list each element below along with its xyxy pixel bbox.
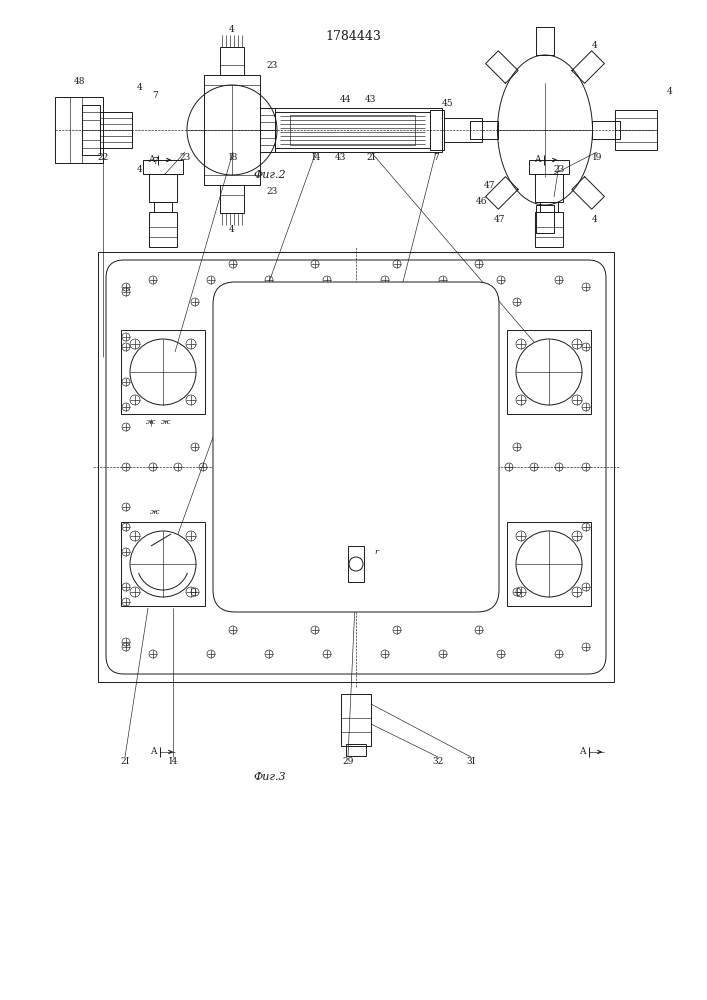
Text: 4: 4 xyxy=(229,226,235,234)
Bar xyxy=(275,112,430,148)
Text: 45: 45 xyxy=(442,99,454,107)
Text: 7: 7 xyxy=(152,157,158,166)
Bar xyxy=(100,112,132,148)
Text: r: r xyxy=(374,548,378,556)
Bar xyxy=(149,212,177,247)
Bar xyxy=(535,212,563,247)
Bar xyxy=(220,47,244,75)
Text: 1784443: 1784443 xyxy=(325,30,381,43)
Text: 22: 22 xyxy=(98,152,109,161)
Text: 23: 23 xyxy=(554,165,565,174)
Bar xyxy=(348,546,364,582)
Text: 47: 47 xyxy=(484,180,496,190)
Bar xyxy=(529,160,569,174)
Text: A: A xyxy=(534,155,540,164)
Bar xyxy=(204,75,260,185)
Text: 4: 4 xyxy=(667,88,673,97)
Text: A: A xyxy=(150,748,156,756)
Text: 4: 4 xyxy=(592,40,598,49)
Text: 23: 23 xyxy=(267,60,278,70)
Text: 23: 23 xyxy=(267,188,278,196)
Bar xyxy=(507,330,591,414)
Text: I4: I4 xyxy=(311,152,321,161)
Text: 48: 48 xyxy=(74,78,86,87)
Bar xyxy=(121,330,205,414)
Bar xyxy=(220,185,244,213)
Bar xyxy=(540,202,558,212)
Bar xyxy=(507,522,591,606)
Text: 7: 7 xyxy=(152,92,158,101)
Bar xyxy=(149,174,177,202)
Text: 43: 43 xyxy=(334,153,346,162)
Bar xyxy=(121,522,205,606)
Bar xyxy=(55,97,103,163)
Text: A: A xyxy=(148,155,154,164)
Text: 44: 44 xyxy=(339,96,351,104)
Text: 23: 23 xyxy=(180,152,191,161)
Text: 2I: 2I xyxy=(120,758,129,766)
Bar xyxy=(82,105,100,155)
Text: I9: I9 xyxy=(592,152,602,161)
Text: 43: 43 xyxy=(364,96,375,104)
Bar xyxy=(615,110,657,150)
Bar xyxy=(290,115,415,145)
Text: A: A xyxy=(579,748,585,756)
Text: I8: I8 xyxy=(228,152,238,161)
Bar xyxy=(260,108,275,152)
Text: 4: 4 xyxy=(137,165,143,174)
FancyBboxPatch shape xyxy=(213,282,499,612)
Bar xyxy=(341,694,371,746)
Text: 7: 7 xyxy=(433,152,439,161)
Bar xyxy=(98,252,614,682)
Text: Фиг.3: Фиг.3 xyxy=(254,772,286,782)
Bar xyxy=(535,174,563,202)
Text: ж: ж xyxy=(146,418,156,426)
Text: 29: 29 xyxy=(342,758,354,766)
Text: Фиг.2: Фиг.2 xyxy=(254,170,286,180)
Bar xyxy=(444,118,482,142)
Bar xyxy=(346,744,366,756)
Text: 32: 32 xyxy=(433,758,443,766)
Bar xyxy=(430,110,444,150)
Bar xyxy=(275,108,442,152)
Text: 47: 47 xyxy=(494,216,506,225)
Text: 2I: 2I xyxy=(366,152,375,161)
Text: 3I: 3I xyxy=(467,758,476,766)
Text: ж: ж xyxy=(161,418,171,426)
Bar xyxy=(143,160,183,174)
Text: 4: 4 xyxy=(592,216,598,225)
Text: 4: 4 xyxy=(229,25,235,34)
Text: 46: 46 xyxy=(477,198,488,207)
Text: ж: ж xyxy=(151,508,160,516)
Text: 4: 4 xyxy=(137,84,143,93)
Bar xyxy=(154,202,172,212)
Text: I4: I4 xyxy=(168,758,177,766)
